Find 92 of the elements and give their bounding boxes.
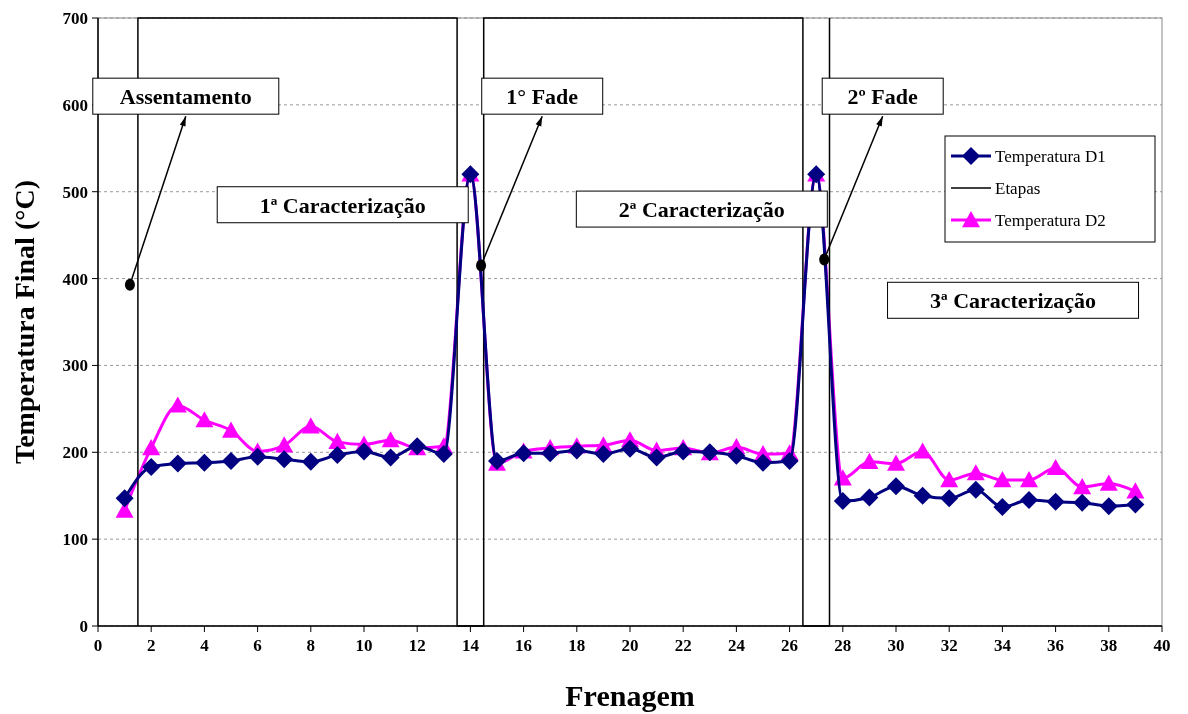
point — [674, 442, 693, 461]
x-tick-label: 18 — [568, 636, 586, 655]
point — [780, 451, 799, 470]
legend-label: Temperatura D1 — [995, 147, 1106, 166]
point — [993, 471, 1012, 488]
point — [195, 453, 214, 472]
y-tick-label: 500 — [62, 182, 88, 202]
y-tick-label: 600 — [62, 95, 88, 115]
y-axis-title: Temperatura Final (°C) — [9, 180, 40, 464]
annotation: Assentamento — [119, 84, 252, 110]
x-tick-label: 40 — [1153, 636, 1171, 655]
x-tick-label: 12 — [408, 636, 426, 655]
point — [434, 445, 453, 464]
point — [567, 441, 586, 460]
x-axis-title: Frenagem — [565, 679, 695, 712]
point — [860, 452, 879, 470]
x-tick-label: 34 — [993, 636, 1012, 655]
annotation: 2º Fade — [847, 84, 919, 110]
point — [754, 453, 772, 472]
point — [275, 450, 294, 469]
point — [940, 471, 959, 488]
point — [993, 498, 1012, 517]
point — [621, 439, 639, 458]
x-tick-label: 0 — [93, 636, 103, 655]
point — [1046, 492, 1065, 511]
point — [168, 396, 187, 413]
x-tick-label: 38 — [1100, 636, 1118, 655]
legend-label: Temperatura D2 — [995, 211, 1106, 230]
y-tick-label: 400 — [62, 269, 88, 289]
x-tick-label: 8 — [306, 636, 316, 655]
annotation: 1ª Caracterização — [259, 192, 426, 218]
point — [248, 447, 267, 466]
point — [222, 421, 240, 438]
point — [301, 452, 320, 471]
point — [1099, 497, 1118, 516]
point — [887, 477, 905, 496]
y-tick-label: 100 — [62, 530, 88, 550]
point — [1099, 474, 1118, 491]
point — [966, 480, 985, 499]
point — [381, 448, 400, 467]
point — [115, 489, 134, 508]
point — [860, 488, 879, 507]
point — [1073, 478, 1092, 495]
point — [913, 442, 932, 459]
point — [1020, 491, 1038, 510]
annotation: 2ª Caracterização — [618, 197, 785, 223]
point — [328, 432, 347, 450]
x-tick-label: 30 — [887, 636, 905, 655]
x-tick-label: 24 — [727, 636, 746, 655]
x-tick-label: 10 — [355, 636, 373, 655]
point — [328, 445, 347, 464]
x-tick-label: 14 — [461, 636, 480, 655]
point — [195, 411, 214, 428]
point — [1073, 493, 1092, 512]
point — [142, 458, 161, 477]
point — [1126, 495, 1145, 514]
x-tick-label: 28 — [834, 636, 852, 655]
x-tick-label: 20 — [621, 636, 639, 655]
point — [966, 464, 985, 481]
point — [913, 486, 932, 505]
point — [1020, 471, 1038, 488]
point — [647, 448, 666, 467]
annotation: 3ª Caracterização — [930, 288, 1097, 314]
point — [940, 489, 959, 508]
point — [142, 438, 161, 456]
y-tick-label: 300 — [62, 356, 88, 376]
point — [222, 451, 240, 470]
y-tick-label: 200 — [62, 443, 88, 463]
x-tick-label: 6 — [253, 636, 262, 655]
x-tick-label: 16 — [515, 636, 533, 655]
y-tick-label: 0 — [79, 617, 88, 636]
point — [301, 417, 320, 434]
x-tick-label: 36 — [1047, 636, 1065, 655]
x-tick-label: 26 — [781, 636, 799, 655]
point — [833, 491, 852, 510]
point — [594, 445, 613, 464]
x-tick-label: 4 — [200, 636, 210, 655]
x-tick-label: 2 — [146, 636, 156, 655]
point — [275, 436, 294, 453]
point — [541, 444, 560, 463]
point — [355, 442, 373, 461]
point — [514, 444, 533, 463]
annotation: 1° Fade — [506, 84, 579, 110]
point — [727, 446, 746, 465]
point — [887, 454, 905, 471]
legend-label: Etapas — [995, 179, 1041, 198]
x-tick-label: 22 — [674, 636, 692, 655]
y-tick-label: 700 — [62, 9, 88, 28]
point — [168, 454, 187, 473]
point — [381, 431, 400, 448]
point — [1046, 458, 1065, 476]
x-tick-label: 32 — [940, 636, 958, 655]
